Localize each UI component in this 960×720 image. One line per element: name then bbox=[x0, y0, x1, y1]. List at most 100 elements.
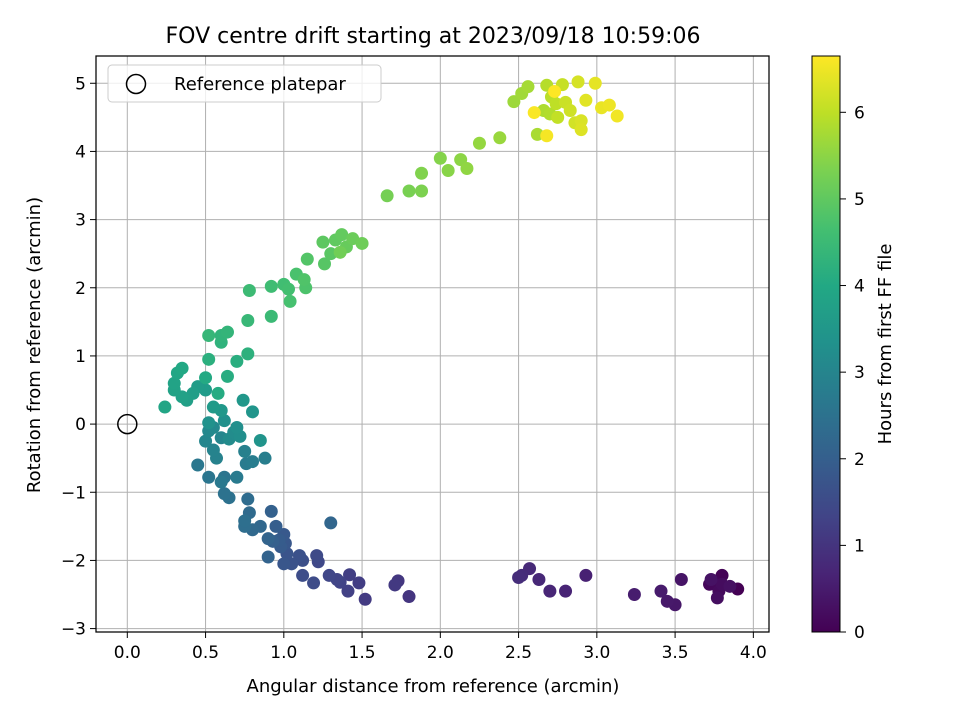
data-point bbox=[282, 282, 296, 296]
data-point bbox=[206, 443, 220, 457]
data-point bbox=[167, 376, 181, 390]
data-point bbox=[415, 184, 429, 198]
data-point bbox=[199, 434, 213, 448]
data-point bbox=[460, 161, 474, 175]
y-tick-label: 3 bbox=[75, 211, 86, 231]
data-point bbox=[521, 80, 535, 94]
y-tick-label: 2 bbox=[75, 279, 86, 299]
data-point bbox=[563, 104, 577, 118]
data-point bbox=[551, 110, 565, 124]
data-point bbox=[241, 492, 255, 506]
data-point bbox=[512, 570, 526, 584]
data-point bbox=[507, 95, 521, 109]
data-point bbox=[241, 347, 255, 361]
data-point bbox=[654, 584, 668, 598]
data-point bbox=[220, 369, 234, 383]
data-point bbox=[246, 455, 260, 469]
data-point bbox=[402, 184, 416, 198]
x-tick-label: 3.5 bbox=[662, 643, 689, 663]
data-point bbox=[269, 519, 283, 533]
data-point bbox=[310, 549, 324, 563]
data-point bbox=[710, 591, 724, 605]
data-point bbox=[264, 279, 278, 293]
data-point bbox=[433, 151, 447, 165]
data-point bbox=[415, 166, 429, 180]
data-point bbox=[352, 576, 366, 590]
plot-frame bbox=[95, 55, 770, 633]
data-point bbox=[358, 592, 372, 606]
data-point bbox=[297, 273, 311, 287]
data-point bbox=[723, 579, 737, 593]
colorbar: 0 1 2 3 4 5 6 Hours from first FF file bbox=[811, 55, 896, 643]
data-point bbox=[202, 352, 216, 366]
data-point bbox=[574, 123, 588, 137]
colorbar-tick-label: 6 bbox=[854, 103, 865, 123]
data-point bbox=[261, 532, 275, 546]
x-axis-label: Angular distance from reference (arcmin) bbox=[247, 676, 620, 697]
data-point bbox=[660, 594, 674, 608]
data-point bbox=[238, 514, 252, 528]
x-tick-label: 4.0 bbox=[740, 643, 767, 663]
data-point bbox=[527, 106, 541, 120]
y-axis-label: Rotation from reference (arcmin) bbox=[24, 197, 45, 493]
x-axis-ticks: 0.0 0.5 1.0 1.5 2.0 2.5 3.0 3.5 4.0 bbox=[114, 632, 767, 663]
data-point bbox=[322, 568, 336, 582]
data-point bbox=[217, 414, 231, 428]
data-point bbox=[217, 487, 231, 501]
data-point bbox=[579, 93, 593, 107]
data-point bbox=[493, 131, 507, 145]
colorbar-ticks: 0 1 2 3 4 5 6 bbox=[840, 103, 865, 643]
data-point bbox=[206, 400, 220, 414]
data-point bbox=[355, 236, 369, 250]
data-point bbox=[175, 361, 189, 375]
colorbar-label: Hours from first FF file bbox=[875, 244, 896, 445]
data-point bbox=[627, 588, 641, 602]
data-point bbox=[324, 516, 338, 530]
y-tick-label: 1 bbox=[75, 347, 86, 367]
data-point bbox=[230, 354, 244, 368]
legend-label-reference: Reference platepar bbox=[174, 74, 346, 95]
data-point bbox=[220, 325, 234, 339]
x-tick-label: 1.5 bbox=[349, 643, 376, 663]
data-point bbox=[540, 129, 554, 143]
data-point bbox=[238, 444, 252, 458]
data-point bbox=[704, 573, 718, 587]
y-tick-label: 0 bbox=[75, 415, 86, 435]
data-point bbox=[543, 584, 557, 598]
colorbar-tick-label: 1 bbox=[854, 536, 865, 556]
data-point bbox=[402, 590, 416, 604]
y-tick-label: 5 bbox=[75, 74, 86, 94]
data-point bbox=[579, 568, 593, 582]
data-point bbox=[202, 416, 216, 430]
y-tick-label: −3 bbox=[61, 620, 86, 640]
data-point bbox=[333, 245, 347, 259]
data-point bbox=[341, 584, 355, 598]
data-point bbox=[258, 451, 272, 465]
data-point bbox=[300, 252, 314, 266]
data-point bbox=[472, 136, 486, 150]
reference-marker bbox=[117, 413, 138, 435]
data-point bbox=[230, 421, 244, 435]
data-point bbox=[307, 576, 321, 590]
data-point bbox=[214, 475, 228, 489]
data-point bbox=[441, 164, 455, 178]
y-tick-label: 4 bbox=[75, 142, 86, 162]
data-point bbox=[571, 75, 585, 89]
reference-platepar-point bbox=[117, 413, 138, 435]
data-point bbox=[191, 458, 205, 472]
legend-reference-marker bbox=[125, 73, 147, 95]
data-point bbox=[388, 578, 402, 592]
colorbar-tick-label: 0 bbox=[854, 623, 865, 643]
legend-box bbox=[107, 64, 382, 103]
data-point bbox=[230, 470, 244, 484]
data-point bbox=[532, 573, 546, 587]
y-axis-ticks: −3 −2 −1 0 1 2 3 4 5 bbox=[61, 74, 96, 640]
colorbar-tick-label: 4 bbox=[854, 277, 865, 297]
data-point bbox=[674, 573, 688, 587]
x-tick-label: 0.0 bbox=[114, 643, 141, 663]
data-point bbox=[602, 98, 616, 112]
x-tick-label: 3.0 bbox=[583, 643, 610, 663]
data-point bbox=[264, 504, 278, 518]
data-point bbox=[335, 228, 349, 242]
